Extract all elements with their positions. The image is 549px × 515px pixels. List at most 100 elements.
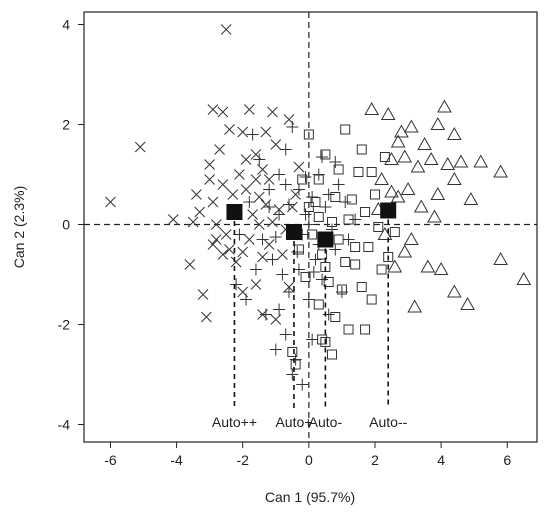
square-marker-point [340,124,351,135]
triangle-marker-point [463,191,479,205]
plus-marker-point [279,143,292,156]
triangle-marker-point [403,231,419,245]
triangle-marker-point [473,154,489,168]
x-marker-point [191,189,202,200]
plus-marker-point [263,183,276,196]
x-marker-point [230,256,242,268]
x-marker-point [210,234,222,245]
square-marker-point [340,257,351,267]
x-marker-point [263,174,275,185]
x-marker-point [184,259,196,270]
data-points [105,24,532,391]
plus-marker-point [322,188,335,201]
plot-frame [83,11,538,443]
plus-marker-point [279,178,292,191]
plus-marker-point [339,196,352,208]
square-marker-point [346,194,357,205]
square-marker-point [287,347,298,357]
x-marker-point [250,279,262,290]
x-marker-point [243,234,255,245]
x-marker-point [197,289,209,300]
square-marker-point [326,349,337,360]
triangle-marker-point [397,244,413,258]
centroid-markers: Auto++ Auto+Auto- Auto-- [212,202,408,430]
x-tick-label: 6 [503,452,511,468]
triangle-marker-point [493,251,508,265]
square-marker-point [303,129,314,140]
x-marker-point [200,311,212,323]
x-tick-label: 4 [437,452,445,468]
square-marker-point [383,252,394,262]
square-marker-point [323,277,334,287]
plus-marker-point [273,303,286,316]
centroid-label: Auto+ [275,414,312,430]
square-marker-point [313,174,324,185]
x-marker-point [267,106,278,118]
triangle-marker-point [374,171,389,185]
square-marker-point [293,244,304,255]
triangle-marker-point [384,151,399,165]
triangle-marker-point [417,136,432,150]
plus-marker-point [296,378,309,391]
square-marker-point [320,337,331,347]
plus-marker-point [349,213,362,226]
plus-marker-point [243,196,256,208]
triangle-marker-point [387,259,403,273]
x-marker-point [167,214,179,225]
triangle-marker-point [403,119,419,133]
triangle-marker-point [410,159,426,173]
square-marker-point [343,214,354,225]
triangle-marker-point [430,186,446,200]
x-marker-point [204,174,216,185]
triangle-marker-point [460,296,475,310]
axis-ticks: -6 -4 -2 0 2 4 6 -4 -2 0 2 4 [58,17,512,469]
square-marker-point [333,164,344,175]
x-tick-label: 0 [305,452,313,468]
centroid-square [317,231,334,248]
x-marker-point [253,219,265,230]
centroid-label: Auto-- [369,414,407,430]
plus-marker-point [279,328,292,341]
plus-marker-point [246,128,259,141]
triangle-marker-point [377,226,393,240]
plus-marker-point [302,218,315,231]
square-marker-point [317,334,328,345]
square-marker-point [326,217,337,227]
plus-marker-point [283,286,296,298]
triangle-marker-point [380,106,396,120]
x-marker-point [240,184,252,195]
triangle-marker-point [390,189,406,203]
plus-marker-point [259,308,272,321]
square-marker-point [353,167,364,177]
x-marker-point [267,216,278,228]
x-tick-label: -2 [236,452,249,468]
triangle-marker-point [446,171,462,185]
plus-marker-point [286,121,299,133]
square-marker-point [336,284,347,295]
x-marker-point [207,239,219,250]
plus-marker-point [273,168,286,181]
x-marker-point [263,239,275,250]
plus-marker-point [266,253,279,266]
triangle-marker-point [453,154,469,168]
centroid-square [380,202,397,219]
x-marker-point [207,196,219,208]
plus-marker-point [269,343,282,356]
triangle-marker-point [430,116,446,130]
plus-marker-point [319,201,332,213]
triangle-marker-point [446,126,462,140]
plus-marker-point [329,156,342,168]
square-marker-point [313,299,324,310]
plus-marker-point [283,198,296,211]
square-marker-point [350,242,361,252]
triangle-marker-point [433,261,449,275]
plus-marker-point [233,228,246,241]
centroid-label: Auto++ [212,414,257,430]
triangle-marker-point [446,284,462,298]
plus-marker-point [263,201,276,213]
square-marker-point [300,272,311,282]
triangle-marker-point [427,209,442,223]
triangle-marker-point [516,271,532,285]
y-tick-label: 4 [62,17,70,33]
